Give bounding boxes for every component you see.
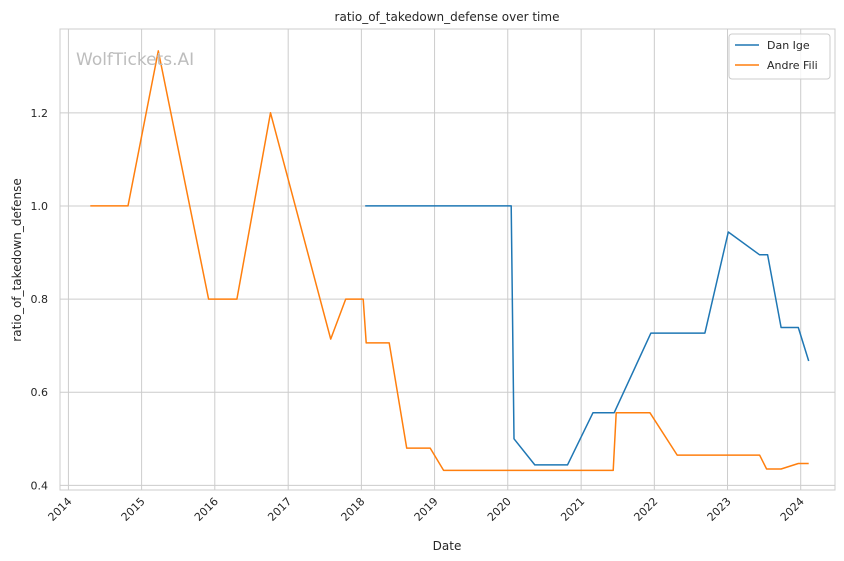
y-tick-label: 0.4 <box>31 479 49 492</box>
series-line-andre-fili <box>90 50 809 472</box>
y-tick-label: 0.8 <box>31 293 49 306</box>
y-tick-label: 1.0 <box>31 200 49 213</box>
legend-label-andre-fili: Andre Fili <box>767 59 818 72</box>
series-layer <box>90 50 810 472</box>
x-axis-label: Date <box>433 539 462 553</box>
y-axis-ticks: 0.4 0.6 0.8 1.0 1.2 <box>31 107 49 493</box>
y-tick-label: 0.6 <box>31 386 49 399</box>
chart-title: ratio_of_takedown_defense over time <box>335 10 560 24</box>
legend: Dan Ige Andre Fili <box>728 33 831 80</box>
series-line-dan-ige <box>365 205 810 466</box>
plot-area <box>59 28 836 491</box>
legend-label-dan-ige: Dan Ige <box>767 39 810 52</box>
watermark: WolfTickets.AI <box>76 50 194 70</box>
y-tick-label: 1.2 <box>31 107 49 120</box>
y-axis-label: ratio_of_takedown_defense <box>10 178 24 341</box>
